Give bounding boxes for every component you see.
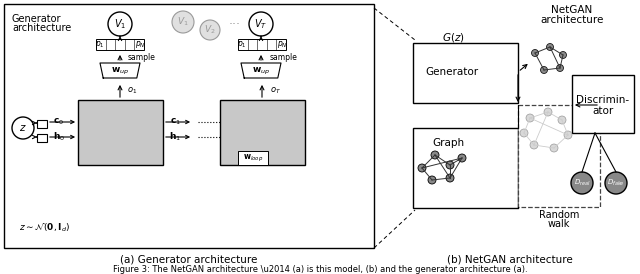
Text: $D_{real}$: $D_{real}$ — [573, 178, 590, 188]
Circle shape — [526, 114, 534, 122]
Bar — [413, 128, 518, 208]
Bar — [4, 4, 374, 248]
Bar — [78, 100, 163, 165]
Text: $V_1$: $V_1$ — [114, 17, 126, 31]
Text: $V_2$: $V_2$ — [204, 24, 216, 36]
Bar — [238, 151, 268, 165]
Circle shape — [108, 12, 132, 36]
Circle shape — [605, 172, 627, 194]
Text: NetGAN: NetGAN — [552, 5, 593, 15]
Polygon shape — [241, 63, 281, 78]
Text: $\mathbf{w}_{loop}$: $\mathbf{w}_{loop}$ — [243, 152, 263, 164]
Text: architecture: architecture — [12, 23, 71, 33]
Circle shape — [428, 176, 436, 184]
Text: (b) NetGAN architecture: (b) NetGAN architecture — [447, 254, 573, 264]
Text: $z \sim \mathcal{N}(\mathbf{0}, \mathbf{I}_d)$: $z \sim \mathcal{N}(\mathbf{0}, \mathbf{… — [19, 222, 70, 234]
Text: $o_1$: $o_1$ — [127, 86, 137, 96]
Circle shape — [557, 64, 563, 72]
Circle shape — [531, 50, 538, 56]
Circle shape — [541, 67, 547, 73]
Text: $\mathbf{h}_1$: $\mathbf{h}_1$ — [169, 131, 181, 143]
Circle shape — [559, 52, 566, 59]
Circle shape — [564, 131, 572, 139]
Text: Generator: Generator — [12, 14, 61, 24]
Text: $\mathbf{w}_{up}$: $\mathbf{w}_{up}$ — [111, 65, 129, 76]
Text: sample: sample — [128, 53, 156, 61]
Bar — [37, 120, 47, 128]
Polygon shape — [100, 63, 140, 78]
Text: $\mathbf{h}_0$: $\mathbf{h}_0$ — [53, 131, 65, 143]
Text: architecture: architecture — [540, 15, 604, 25]
Text: Discrimin-: Discrimin- — [577, 95, 630, 105]
Text: ...: ... — [229, 13, 241, 27]
Bar — [238, 39, 286, 50]
Bar — [413, 43, 518, 103]
Text: $\mathbf{c}_1$: $\mathbf{c}_1$ — [170, 117, 180, 127]
Text: $\mathbf{c}_0$: $\mathbf{c}_0$ — [54, 117, 65, 127]
Text: sample: sample — [270, 53, 298, 61]
Text: Random: Random — [539, 210, 579, 220]
Circle shape — [550, 144, 558, 152]
Text: $p_N$: $p_N$ — [276, 39, 287, 50]
Circle shape — [446, 174, 454, 182]
Text: ator: ator — [593, 106, 614, 116]
Bar — [96, 39, 144, 50]
Text: $z$: $z$ — [19, 123, 27, 133]
Circle shape — [558, 116, 566, 124]
Bar — [37, 134, 47, 142]
Text: (a) Generator architecture: (a) Generator architecture — [120, 254, 258, 264]
Circle shape — [249, 12, 273, 36]
Circle shape — [12, 117, 34, 139]
Text: $\mathbf{w}_{up}$: $\mathbf{w}_{up}$ — [252, 65, 270, 76]
Circle shape — [418, 164, 426, 172]
Text: $o_T$: $o_T$ — [270, 86, 281, 96]
Text: $G(z)$: $G(z)$ — [442, 32, 465, 44]
Text: $V_T$: $V_T$ — [254, 17, 268, 31]
Circle shape — [446, 161, 454, 169]
Text: walk: walk — [548, 219, 570, 229]
Circle shape — [547, 44, 554, 50]
Circle shape — [520, 129, 528, 137]
Circle shape — [172, 11, 194, 33]
Text: $p_1$: $p_1$ — [95, 39, 105, 50]
Text: $V_1$: $V_1$ — [177, 16, 189, 28]
Circle shape — [458, 154, 466, 162]
Text: Figure 3: The NetGAN architecture \u2014 (a) is this model, (b) and the generato: Figure 3: The NetGAN architecture \u2014… — [113, 266, 527, 274]
Circle shape — [530, 141, 538, 149]
Text: $D_{fake}$: $D_{fake}$ — [607, 178, 625, 188]
Text: $p_N$: $p_N$ — [134, 39, 145, 50]
Circle shape — [200, 20, 220, 40]
Bar — [220, 100, 305, 165]
Circle shape — [571, 172, 593, 194]
Text: Generator: Generator — [426, 67, 479, 77]
Circle shape — [544, 108, 552, 116]
Circle shape — [431, 151, 439, 159]
Text: Graph: Graph — [432, 138, 464, 148]
Bar — [572, 75, 634, 133]
Text: $p_1$: $p_1$ — [237, 39, 247, 50]
Bar — [518, 105, 600, 207]
